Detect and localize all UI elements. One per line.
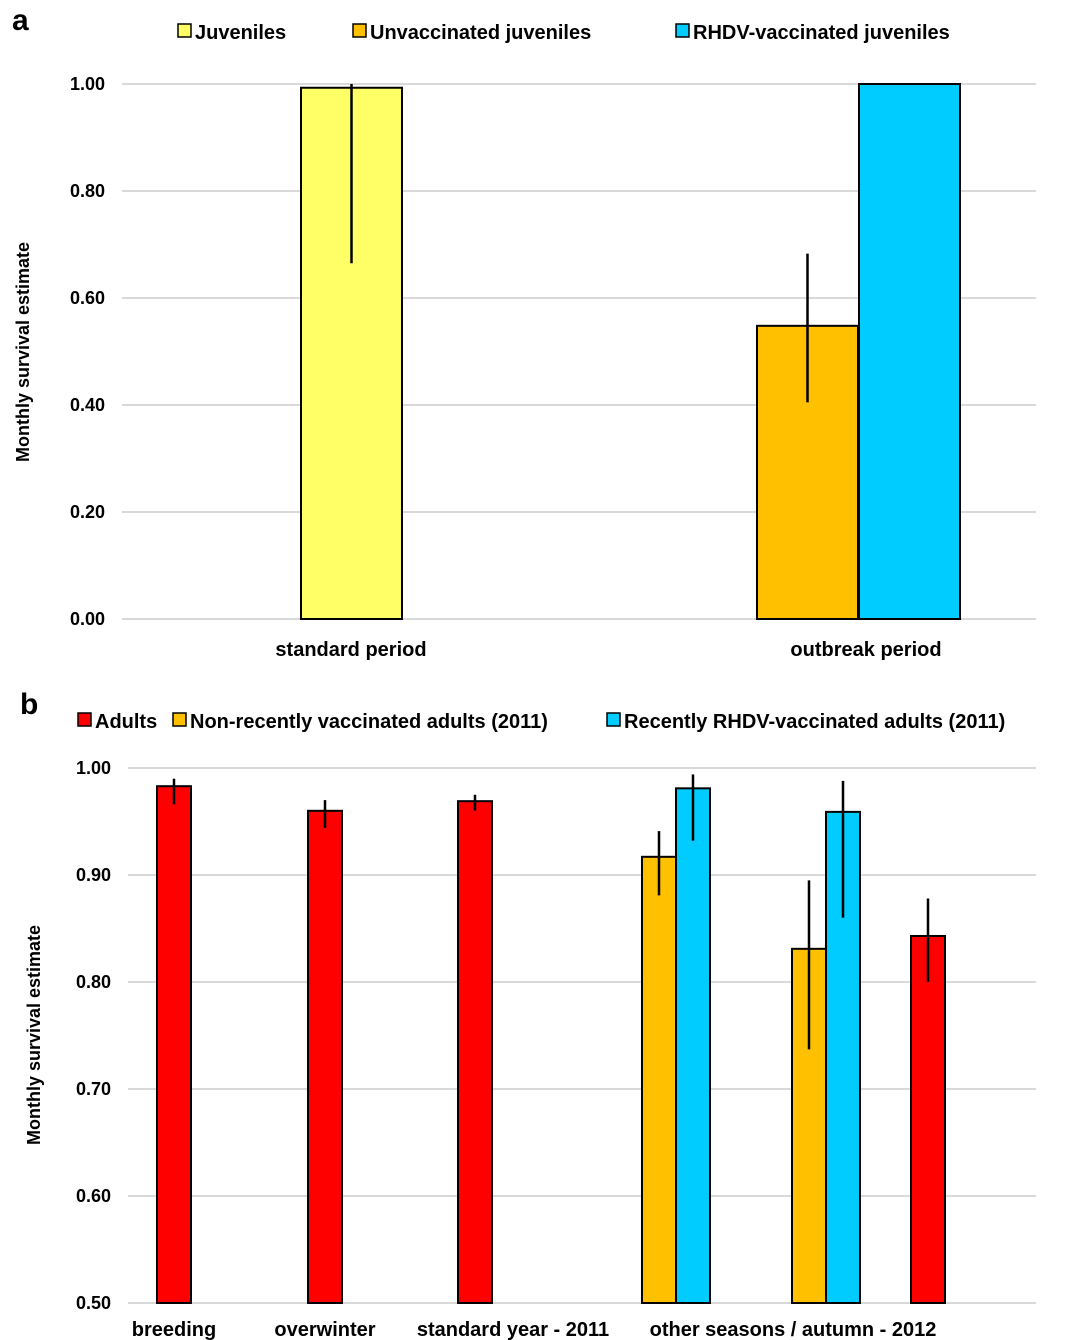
bar-adults-overwinter (307, 809, 343, 1304)
legend-label-recently-rhdv-vaccinated-adults: Recently RHDV-vaccinated adults (2011) (624, 711, 1005, 733)
panel-a-y-axis-title: Monthly survival estimate (13, 242, 33, 462)
panel-a-letter: a (12, 4, 29, 37)
panel-b-gridlines (128, 767, 1036, 1304)
legend-swatch-adults (77, 712, 92, 727)
legend-swatch-rhdv-vaccinated-juveniles (675, 23, 690, 38)
legend-label-rhdv-vaccinated-juveniles: RHDV-vaccinated juveniles (693, 22, 950, 44)
b-y-tick-label: 0.50 (76, 1293, 111, 1313)
bar-rhdv-vaccinated-juveniles-outbreak-period (858, 83, 961, 620)
panel-b-category-overwinter: overwinter (274, 1319, 375, 1340)
bar-adults-autumn-2012 (910, 934, 946, 1304)
panel-b-category-standard-year-2011: standard year - 2011 (417, 1319, 609, 1340)
bar-adults-breeding (156, 785, 192, 1304)
panel-b-legend: Adults Non-recently vaccinated adults (2… (77, 711, 1005, 733)
bar-recently-rhdv-vaccinated-adults-2011-other-seasons-autumn-2011 (675, 787, 711, 1304)
a-y-tick-label: 0.80 (70, 181, 105, 201)
a-y-tick-label: 0.00 (70, 609, 105, 629)
bar-adults-standard-year-2011 (457, 800, 493, 1304)
panel-b-bars (156, 785, 946, 1305)
b-y-tick-label: 0.70 (76, 1079, 111, 1099)
legend-swatch-non-recently-vaccinated-adults (172, 712, 187, 727)
b-y-tick-label: 0.80 (76, 972, 111, 992)
panel-a: a Juveniles Unvaccinated juveniles RHDV-… (12, 4, 1036, 661)
b-y-tick-label: 0.90 (76, 865, 111, 885)
a-y-tick-label: 1.00 (70, 74, 105, 94)
panel-b: b Adults Non-recently vaccinated adults … (20, 688, 1036, 1340)
panel-a-bars (300, 83, 961, 621)
panel-a-category-outbreak-period: outbreak period (790, 639, 941, 661)
panel-a-y-tick-labels: 0.00 0.20 0.40 0.60 0.80 1.00 (70, 74, 105, 629)
legend-swatch-unvaccinated-juveniles (352, 23, 367, 38)
legend-label-non-recently-vaccinated-adults: Non-recently vaccinated adults (2011) (190, 711, 548, 733)
legend-swatch-recently-rhdv-vaccinated-adults (606, 712, 621, 727)
panel-b-y-axis-title: Monthly survival estimate (24, 925, 44, 1145)
legend-label-unvaccinated-juveniles: Unvaccinated juveniles (370, 22, 591, 44)
panel-a-legend: Juveniles Unvaccinated juveniles RHDV-va… (177, 22, 950, 44)
b-y-tick-label: 1.00 (76, 758, 111, 778)
panel-b-letter: b (20, 688, 38, 721)
legend-label-adults: Adults (95, 711, 157, 733)
panel-b-error-bars (172, 774, 930, 1050)
legend-label-juveniles: Juveniles (195, 22, 286, 44)
a-y-tick-label: 0.60 (70, 288, 105, 308)
panel-a-error-bars (350, 84, 809, 403)
panel-b-category-breeding: breeding (132, 1319, 216, 1340)
legend-swatch-juveniles (177, 23, 192, 38)
bar-non-recently-vaccinated-adults-2011-other-seasons-autumn-2011 (641, 855, 677, 1304)
panel-b-y-tick-labels: 0.50 0.60 0.70 0.80 0.90 1.00 (76, 758, 111, 1313)
a-y-tick-label: 0.20 (70, 502, 105, 522)
b-y-tick-label: 0.60 (76, 1186, 111, 1206)
a-y-tick-label: 0.40 (70, 395, 105, 415)
panel-b-category-other-seasons-autumn-2012: other seasons / autumn - 2012 (650, 1319, 937, 1340)
panel-a-category-standard-period: standard period (275, 639, 426, 661)
